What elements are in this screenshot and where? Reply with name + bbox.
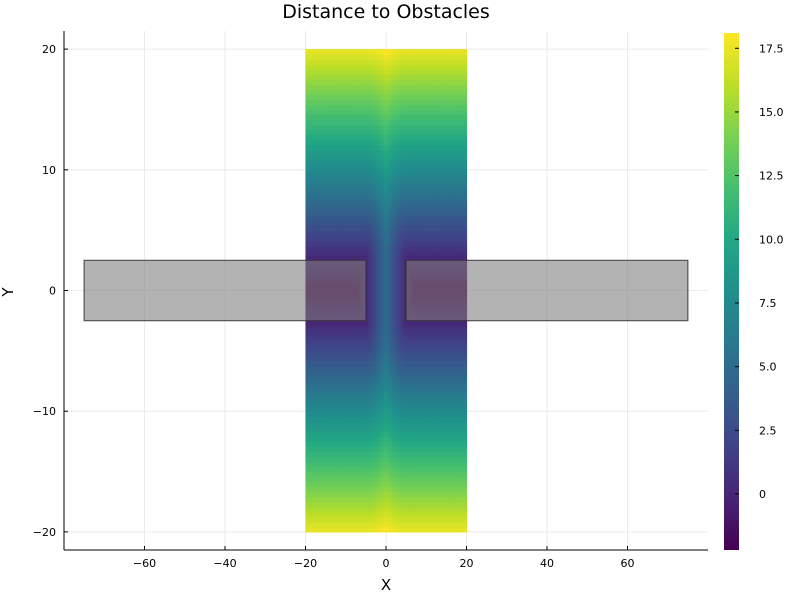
distance-heatmap-chart: −60−40−200204060−20−1001020 02.55.07.510… xyxy=(0,0,800,600)
chart-container: −60−40−200204060−20−1001020 02.55.07.510… xyxy=(0,0,800,600)
